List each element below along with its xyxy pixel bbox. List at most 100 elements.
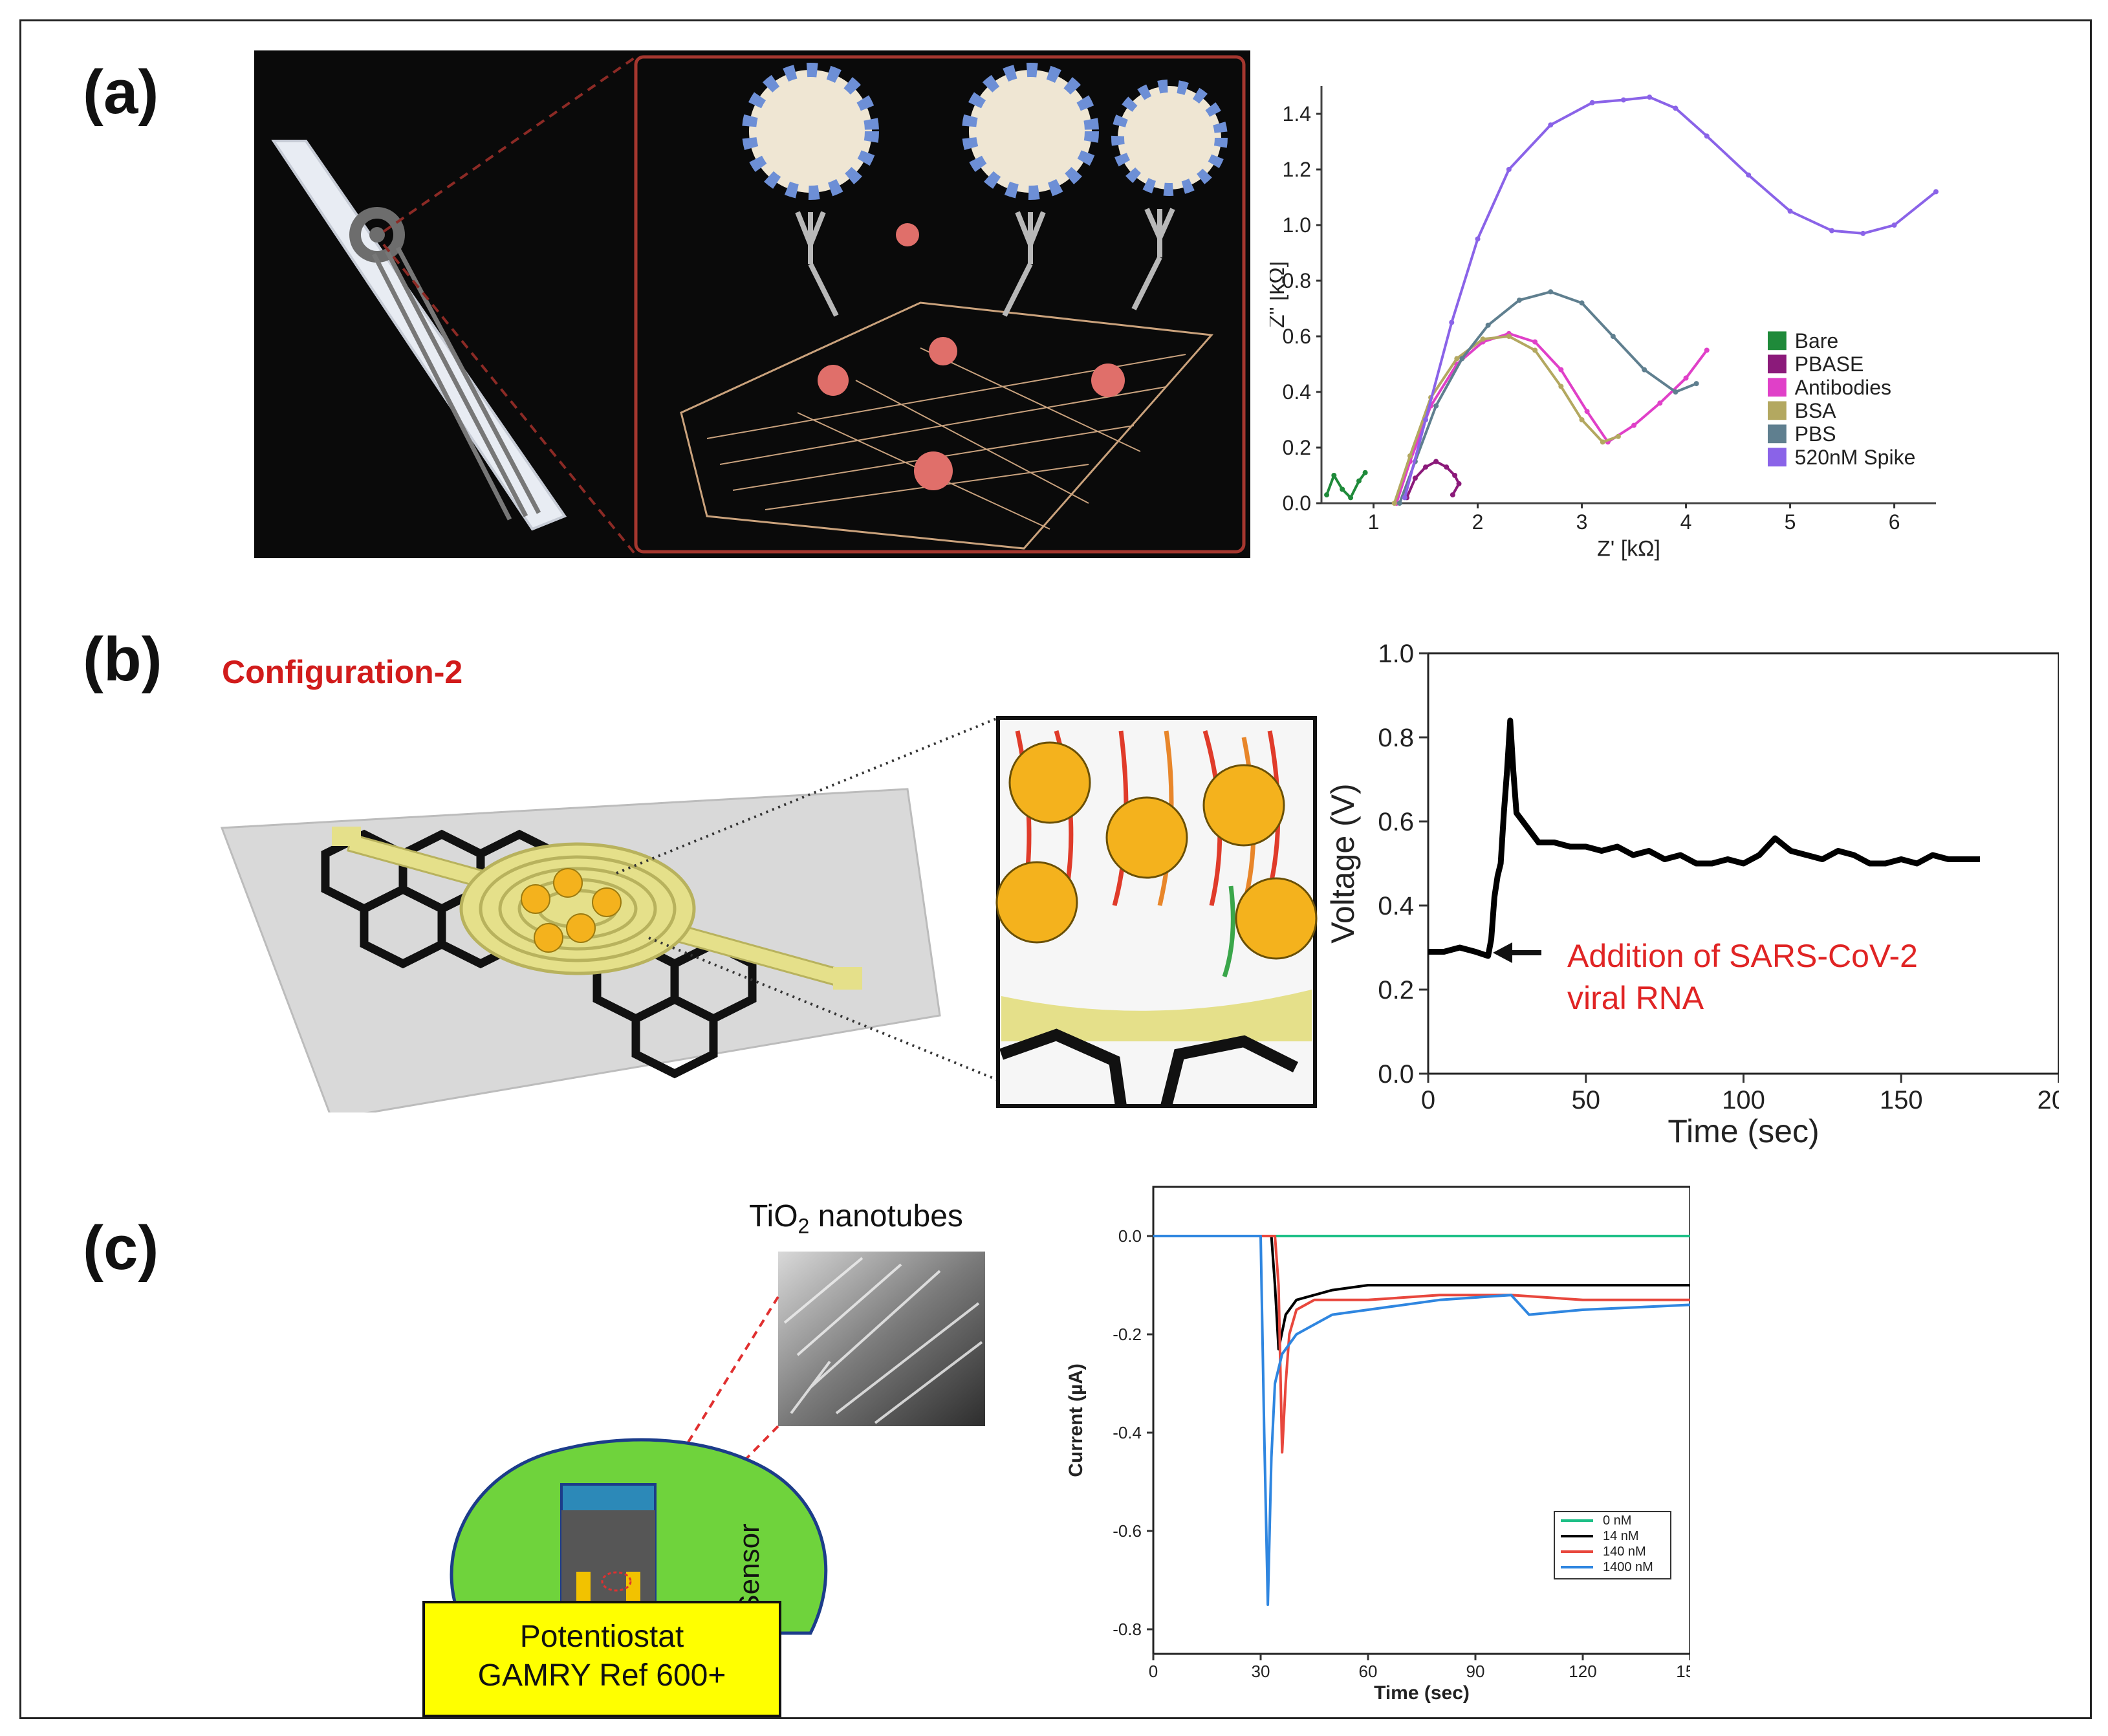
panel-b-letter: (b) (83, 625, 162, 694)
data-point (1407, 453, 1413, 459)
configuration-label: Configuration-2 (222, 654, 463, 690)
data-point (1456, 481, 1462, 486)
y-tick-label: -0.6 (1113, 1521, 1142, 1541)
data-point (1673, 389, 1679, 395)
panel-a-letter: (a) (83, 58, 159, 127)
chart-c-axes: 0 30 60 90 120 150 0.0 -0.2 -0.4 -0.6 -0.8 Time (se… (1065, 1186, 1690, 1704)
panel-c-illustration: Sensor (450, 1252, 985, 1641)
legend-swatch (1768, 448, 1787, 467)
x-tick-label: 200 (2037, 1086, 2059, 1114)
series-line (1403, 96, 1937, 498)
data-point (1787, 208, 1793, 214)
legend-label: 0 nM (1603, 1514, 1631, 1528)
data-point (1433, 403, 1439, 409)
legend-swatch (1768, 331, 1787, 351)
y-tick-label: 0.6 (1283, 325, 1311, 348)
data-point (1579, 417, 1585, 422)
x-tick-label: 1 (1368, 510, 1380, 534)
legend-label: BSA (1795, 399, 1837, 422)
y-tick-label: -0.2 (1113, 1325, 1142, 1344)
data-point (1579, 300, 1585, 306)
series-line (1153, 1235, 1690, 1606)
tio2-subscript: 2 (798, 1214, 810, 1238)
data-point (1423, 464, 1429, 470)
data-point (1860, 230, 1866, 236)
data-point (1423, 417, 1429, 422)
chart-a-plot (1324, 94, 1939, 506)
legend-swatch (1768, 401, 1787, 420)
data-point (1449, 320, 1455, 325)
y-tick-label: 1.0 (1283, 213, 1311, 237)
gold-nanoparticles (521, 868, 622, 953)
data-point (1642, 367, 1647, 373)
zoom-lines (616, 717, 999, 1081)
zoom-inset (995, 716, 1318, 1108)
y-tick-label: 1.0 (1378, 640, 1414, 668)
sensor-label: Sensor (733, 1523, 765, 1613)
data-point (1450, 492, 1455, 498)
annotation-line-1: Addition of SARS-CoV-2 (1567, 938, 1918, 974)
data-point (1620, 97, 1626, 103)
series-line (1395, 332, 1708, 504)
data-point (1610, 334, 1616, 339)
data-point (1362, 470, 1368, 475)
data-point (1600, 439, 1605, 445)
data-point (1348, 495, 1354, 501)
potentiostat-line-1: Potentiostat (519, 1620, 684, 1654)
y-tick-label: 0.8 (1378, 724, 1414, 752)
plot-frame (1152, 1186, 1690, 1655)
data-point (1891, 222, 1897, 228)
data-point (1459, 356, 1465, 362)
data-point (1516, 298, 1522, 303)
data-point (1433, 459, 1439, 464)
x-tick-label: 2 (1472, 510, 1484, 534)
x-tick-label: 6 (1889, 510, 1900, 534)
legend-label: 520nM Spike (1795, 446, 1916, 469)
y-tick-label: 0.0 (1378, 1060, 1414, 1089)
virus-particle (742, 63, 879, 200)
panel-c: (c) TiO2 nanotubes Sens (19, 1174, 2092, 1719)
virus-particle (962, 63, 1099, 200)
arrow-head-icon (1493, 942, 1512, 963)
data-point (1631, 422, 1637, 428)
interdigitated-electrode (459, 842, 696, 975)
x-tick-label: 30 (1252, 1662, 1270, 1681)
data-point (1506, 167, 1512, 172)
sem-image (778, 1252, 985, 1426)
data-point (1704, 133, 1710, 139)
x-axis-title: Time (sec) (1668, 1113, 1819, 1149)
panel-c-letter: (c) (83, 1213, 159, 1283)
x-tick-label: 0 (1149, 1662, 1158, 1681)
potentiostat-line-2: GAMRY Ref 600+ (477, 1658, 726, 1693)
data-point (1402, 495, 1407, 501)
x-tick-label: 4 (1680, 510, 1692, 534)
series-line (1398, 290, 1697, 504)
zoom-frame (634, 55, 1246, 554)
y-tick-label: 0.6 (1378, 808, 1414, 836)
y-tick-label: 0.0 (1283, 492, 1311, 515)
data-point (1589, 100, 1595, 105)
data-point (1475, 236, 1481, 242)
data-point (1444, 464, 1450, 470)
legend-label: 1400 nM (1603, 1560, 1653, 1574)
y-tick-label: 1.2 (1283, 158, 1311, 181)
legend-label: Antibodies (1795, 376, 1891, 399)
data-point (1683, 375, 1689, 381)
data-point (1558, 384, 1564, 389)
data-point (1506, 334, 1512, 339)
data-point (1340, 486, 1345, 492)
y-tick-label: 0.4 (1378, 892, 1414, 920)
legend-label: PBS (1795, 422, 1836, 446)
antibody (795, 208, 1175, 317)
y-axis-title: Voltage (V) (1325, 783, 1361, 943)
panel-a: (a) (19, 19, 2092, 602)
y-axis-title: Current (µA) (1065, 1363, 1087, 1477)
chart-a: 1 2 3 4 5 6 0.0 0.2 0.4 0.6 0.8 1.0 1.2 1.4 Z' [kΩ] Z" … (1270, 86, 1939, 561)
data-point (1485, 322, 1491, 328)
data-point (1615, 433, 1621, 439)
data-point (1647, 94, 1653, 100)
data-point (1746, 172, 1752, 178)
legend-label: 140 nM (1603, 1545, 1646, 1559)
data-point (1391, 501, 1397, 506)
